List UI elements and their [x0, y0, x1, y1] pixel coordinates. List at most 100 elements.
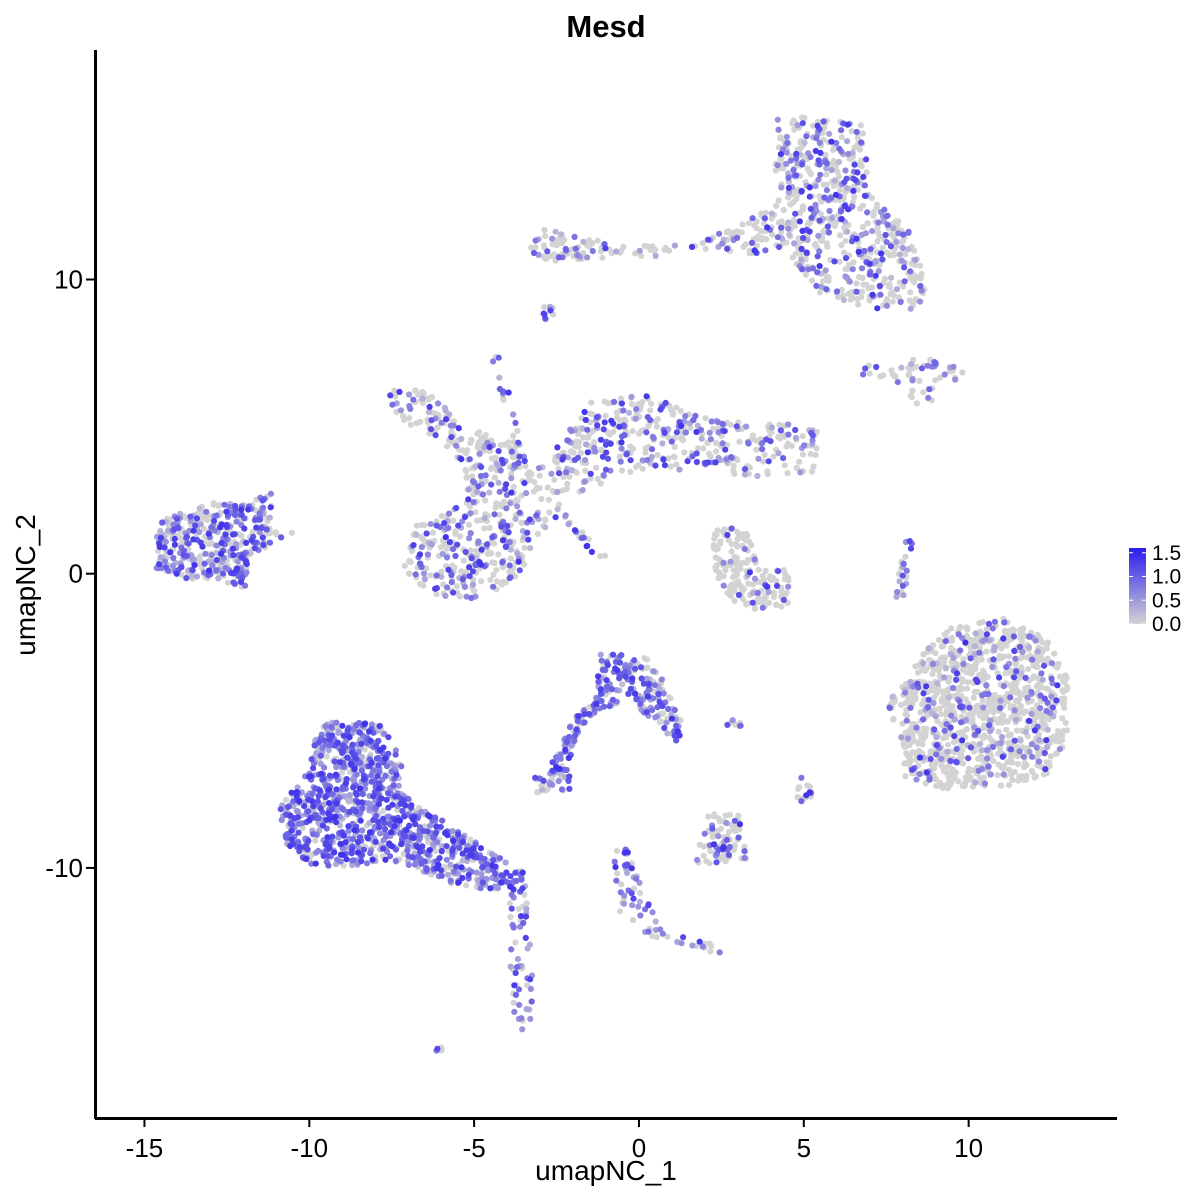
cell-point [938, 696, 945, 703]
cell-point [947, 757, 954, 765]
cell-point [899, 244, 906, 252]
cell-point [237, 579, 245, 586]
cell-point [473, 869, 480, 876]
cell-point [353, 721, 360, 729]
cell-point [794, 160, 801, 167]
cell-point [344, 754, 351, 761]
cell-point [582, 441, 590, 448]
cell-point [983, 682, 990, 689]
cell-point [410, 834, 417, 842]
cell-point [196, 528, 203, 536]
cell-point [847, 296, 854, 303]
cell-point [1028, 688, 1035, 696]
cell-point [439, 550, 446, 558]
cell-point [239, 574, 246, 581]
cell-point [813, 282, 820, 289]
cell-point [448, 571, 455, 579]
cell-point [317, 805, 324, 812]
cell-point [527, 976, 534, 983]
cell-point [964, 679, 971, 686]
cell-point [502, 859, 509, 866]
cell-point [860, 281, 867, 288]
cell-point [333, 819, 340, 826]
cell-point [836, 145, 843, 152]
cell-point [913, 400, 921, 407]
cell-point [507, 963, 514, 970]
cell-point [193, 573, 201, 580]
cell-point [751, 222, 758, 229]
cell-point [997, 782, 1005, 789]
cell-point [339, 742, 347, 749]
cell-point [470, 499, 477, 506]
cell-point [862, 230, 870, 237]
cell-point [909, 766, 916, 773]
cell-point [809, 437, 816, 444]
cell-point [512, 419, 519, 426]
cell-point [962, 696, 969, 703]
cell-point [633, 875, 640, 882]
cell-point [913, 776, 920, 783]
cell-point [728, 548, 735, 555]
cell-point [922, 730, 929, 737]
cell-point [633, 696, 640, 703]
cell-point [907, 268, 914, 275]
cell-point [481, 525, 488, 532]
cell-point [1018, 654, 1026, 661]
cell-point [777, 151, 785, 158]
cell-point [350, 857, 357, 864]
cell-point [730, 467, 737, 474]
cell-point [786, 231, 793, 238]
cell-point [515, 459, 522, 466]
cell-point [997, 745, 1004, 752]
cell-point [637, 664, 645, 671]
cell-point [463, 474, 470, 481]
cell-point [353, 771, 360, 778]
cell-point [527, 545, 534, 552]
cell-point [601, 419, 608, 426]
cell-point [780, 596, 787, 604]
cell-point [776, 243, 783, 251]
cell-point [193, 515, 200, 522]
cell-point [808, 214, 815, 221]
cell-point [1055, 729, 1062, 736]
cell-point [463, 882, 470, 889]
cell-point [673, 461, 680, 468]
cell-point [844, 138, 851, 145]
cell-point [450, 868, 457, 875]
cell-point [554, 488, 561, 496]
cell-point [621, 416, 628, 423]
cell-point [671, 242, 679, 249]
cell-point [462, 569, 469, 576]
cell-point [359, 827, 366, 834]
cell-point [806, 193, 813, 200]
cell-point [873, 201, 881, 208]
cell-point [448, 434, 455, 441]
chart-title: Mesd [566, 9, 645, 44]
cell-point [542, 232, 549, 239]
cell-point [836, 158, 843, 166]
cell-point [753, 446, 760, 453]
cell-point [325, 862, 332, 869]
cell-point [469, 473, 476, 480]
cell-point [883, 296, 891, 303]
cell-point [416, 560, 424, 567]
cell-point [584, 426, 591, 433]
cell-point [364, 835, 372, 842]
cell-point [344, 726, 351, 733]
cell-point [178, 564, 185, 571]
cell-point [532, 244, 539, 251]
cell-point [540, 242, 548, 249]
cell-point [512, 869, 519, 876]
cell-point [226, 503, 233, 510]
cell-point [711, 531, 718, 538]
cell-point [391, 387, 398, 394]
cell-point [466, 456, 473, 463]
cell-point [650, 435, 657, 442]
cell-point [948, 712, 955, 719]
cell-point [585, 434, 592, 441]
cell-point [585, 710, 593, 718]
cell-point [950, 739, 958, 746]
cell-point [836, 186, 844, 194]
cell-point [588, 399, 595, 406]
cell-point [788, 442, 795, 449]
